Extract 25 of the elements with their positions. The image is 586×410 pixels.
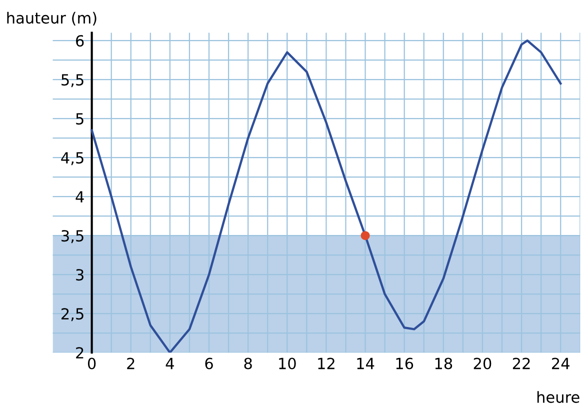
- x-tick-label: 8: [244, 358, 252, 370]
- line-series: [90, 39, 562, 353]
- y-tick-label: 6: [76, 35, 84, 47]
- x-tick-label: 4: [166, 358, 174, 370]
- x-tick-label: 20: [474, 358, 492, 370]
- y-tick-label: 4,5: [61, 152, 84, 166]
- x-tick-label: 16: [396, 358, 414, 370]
- x-tick-label: 18: [435, 358, 452, 370]
- y-tick-label: 3,5: [62, 230, 84, 244]
- y-axis-title: hauteur (m): [7, 12, 96, 26]
- y-tick-label: 2,5: [62, 308, 84, 322]
- x-axis-title: heure: [537, 391, 580, 403]
- x-tick-label: 14: [357, 358, 374, 370]
- x-tick-label: 0: [88, 358, 96, 370]
- x-tick-label: 10: [279, 358, 296, 370]
- x-tick-label: 24: [552, 358, 570, 370]
- x-tick-label: 6: [205, 358, 213, 370]
- y-tick-label: 3: [76, 269, 84, 281]
- y-tick-label: 5,5: [62, 74, 84, 88]
- y-tick-label: 5: [76, 113, 84, 125]
- x-tick-label: 2: [127, 358, 134, 370]
- y-tick-label: 2: [76, 347, 84, 358]
- x-tick-label: 22: [512, 358, 530, 370]
- y-tick-label: 4: [76, 191, 84, 202]
- x-tick-label: 12: [318, 358, 334, 370]
